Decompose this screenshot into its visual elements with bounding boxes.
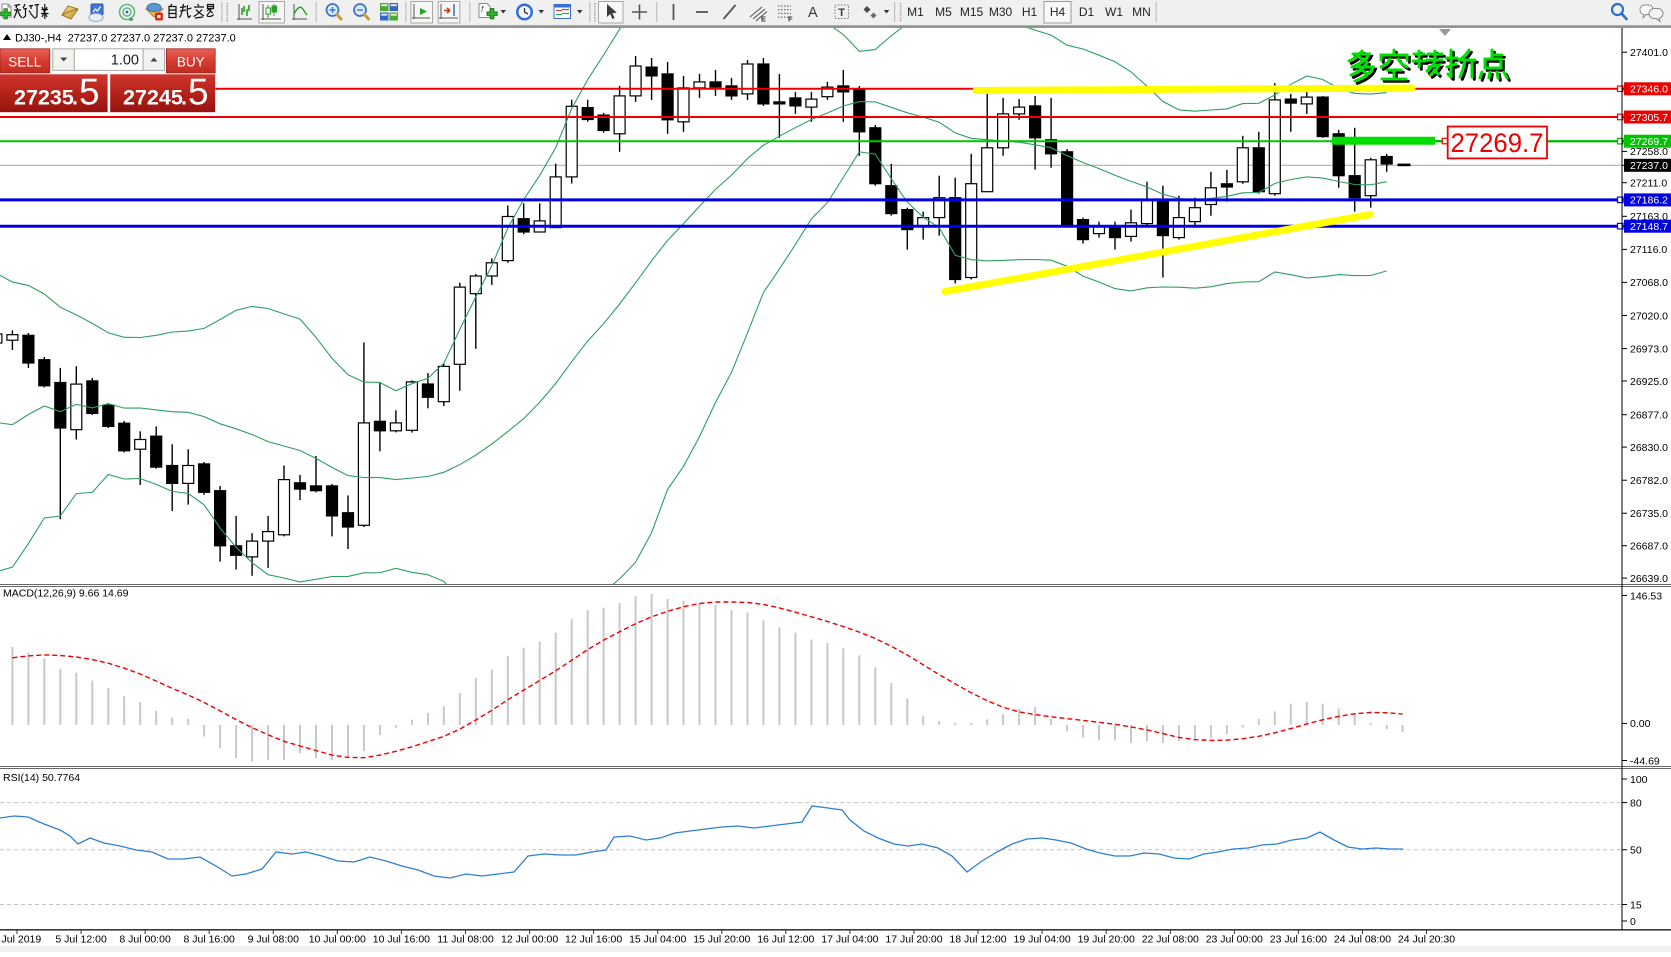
svg-text:RSI(14) 50.7764: RSI(14) 50.7764 [3,772,80,784]
svg-text:MACD(12,26,9) 9.66 14.69: MACD(12,26,9) 9.66 14.69 [3,588,129,600]
svg-text:0.00: 0.00 [1630,718,1651,730]
svg-text:11 Jul 08:00: 11 Jul 08:00 [437,934,494,946]
svg-text:DJ30-,H4 27237.0 27237.0 2723: DJ30-,H4 27237.0 27237.0 27237.0 27237.0 [15,33,236,45]
svg-text:MN: MN [1132,5,1151,19]
svg-text:27245: 27245 [123,86,183,110]
svg-text:M5: M5 [935,5,952,19]
svg-text:27148.7: 27148.7 [1630,221,1668,233]
svg-text:.: . [72,86,78,110]
svg-text:27235: 27235 [14,86,74,110]
svg-text:15 Jul 04:00: 15 Jul 04:00 [629,934,686,946]
svg-text:.: . [181,86,187,110]
svg-text:80: 80 [1630,797,1642,809]
svg-text:19 Jul 20:00: 19 Jul 20:00 [1078,934,1135,946]
svg-text:16 Jul 12:00: 16 Jul 12:00 [757,934,814,946]
svg-text:26973.0: 26973.0 [1630,343,1668,355]
svg-text:24 Jul 08:00: 24 Jul 08:00 [1334,934,1391,946]
svg-text:f: f [481,5,484,14]
svg-text:-44.69: -44.69 [1630,755,1660,767]
svg-text:W1: W1 [1105,5,1123,19]
svg-text:26735.0: 26735.0 [1630,508,1668,520]
svg-text:12 Jul 16:00: 12 Jul 16:00 [565,934,622,946]
svg-text:D1: D1 [1079,5,1095,19]
svg-text:27237.0: 27237.0 [1630,160,1668,172]
svg-text:26877.0: 26877.0 [1630,410,1668,422]
svg-text:27305.7: 27305.7 [1630,112,1668,124]
svg-text:26925.0: 26925.0 [1630,376,1668,388]
svg-text:27068.0: 27068.0 [1630,277,1668,289]
svg-text:15: 15 [1630,899,1642,911]
svg-text:146.53: 146.53 [1630,590,1662,602]
svg-text:12 Jul 00:00: 12 Jul 00:00 [501,934,558,946]
svg-text:5 Jul 12:00: 5 Jul 12:00 [55,934,107,946]
svg-text:27258.0: 27258.0 [1630,146,1668,158]
svg-text:5: 5 [188,72,209,113]
svg-text:M30: M30 [989,5,1013,19]
svg-text:26830.0: 26830.0 [1630,442,1668,454]
svg-text:19 Jul 04:00: 19 Jul 04:00 [1013,934,1070,946]
svg-text:H1: H1 [1022,5,1038,19]
svg-text:A: A [808,5,818,21]
svg-text:23 Jul 00:00: 23 Jul 00:00 [1206,934,1263,946]
svg-text:F: F [788,15,793,24]
svg-text:26639.0: 26639.0 [1630,573,1668,585]
svg-text:100: 100 [1630,774,1648,786]
svg-text:26687.0: 26687.0 [1630,541,1668,553]
svg-text:M15: M15 [960,5,984,19]
svg-text:E: E [761,15,766,24]
svg-text:8 Jul 16:00: 8 Jul 16:00 [184,934,236,946]
svg-text:18 Jul 12:00: 18 Jul 12:00 [949,934,1006,946]
svg-text:5: 5 [79,72,100,113]
svg-text:26782.0: 26782.0 [1630,475,1668,487]
svg-text:9 Jul 08:00: 9 Jul 08:00 [248,934,300,946]
svg-text:22 Jul 08:00: 22 Jul 08:00 [1142,934,1199,946]
svg-text:24 Jul 20:30: 24 Jul 20:30 [1398,934,1455,946]
svg-text:8 Jul 00:00: 8 Jul 00:00 [119,934,171,946]
svg-text:M1: M1 [907,5,924,19]
svg-text:17 Jul 04:00: 17 Jul 04:00 [821,934,878,946]
svg-text:0: 0 [1630,916,1636,928]
svg-text:BUY: BUY [177,54,205,69]
svg-text:23 Jul 16:00: 23 Jul 16:00 [1270,934,1327,946]
svg-text:10 Jul 00:00: 10 Jul 00:00 [309,934,366,946]
svg-text:1.00: 1.00 [111,53,139,69]
svg-text:27211.0: 27211.0 [1630,178,1667,190]
svg-text:27116.0: 27116.0 [1630,244,1667,256]
svg-text:H4: H4 [1050,5,1066,19]
svg-text:27186.2: 27186.2 [1630,195,1668,207]
svg-text:10 Jul 16:00: 10 Jul 16:00 [373,934,430,946]
svg-text:5 Jul 2019: 5 Jul 2019 [0,934,41,946]
svg-text:T: T [838,7,845,19]
svg-text:27269.7: 27269.7 [1630,136,1668,148]
svg-text:27346.0: 27346.0 [1630,84,1668,96]
svg-text:50: 50 [1630,845,1642,857]
svg-text:SELL: SELL [8,54,42,69]
svg-text:15 Jul 20:00: 15 Jul 20:00 [693,934,750,946]
svg-text:27401.0: 27401.0 [1630,47,1668,59]
svg-text:27269.7: 27269.7 [1451,128,1544,158]
svg-text:27020.0: 27020.0 [1630,310,1668,322]
svg-text:17 Jul 20:00: 17 Jul 20:00 [885,934,942,946]
